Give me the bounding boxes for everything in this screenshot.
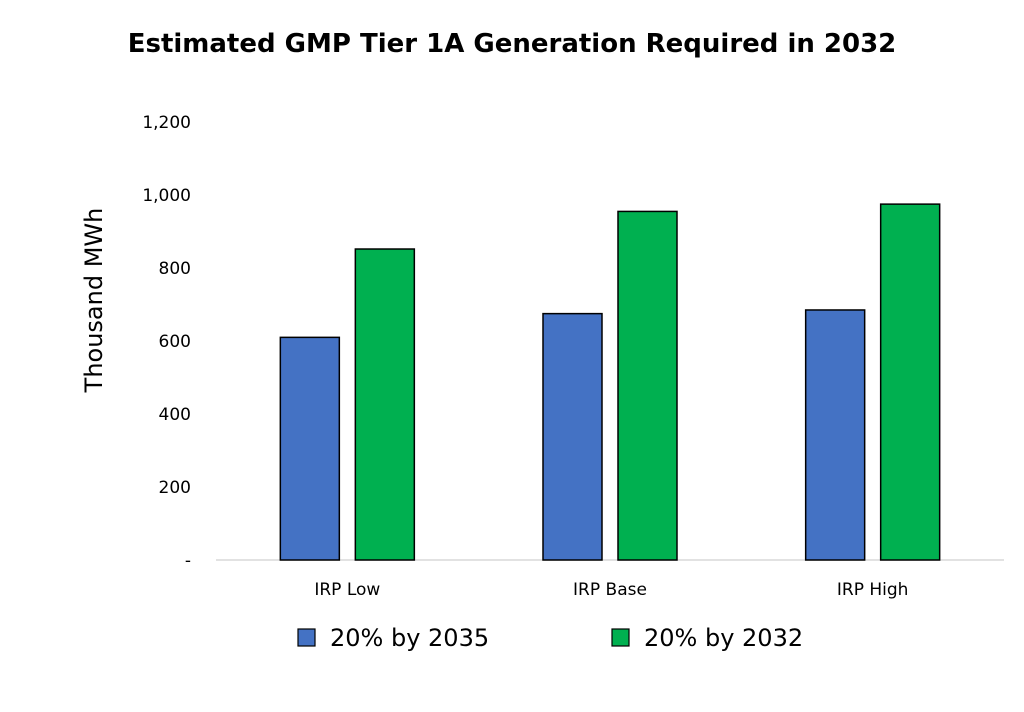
y-tick-label: 1,200 <box>142 113 191 133</box>
y-axis: - 200 400 600 800 1,000 1,200 <box>142 113 191 571</box>
bars <box>279 203 941 561</box>
bar-series-2-1 <box>617 210 678 561</box>
bar-series-2-2 <box>879 203 941 561</box>
bar-series-1-1 <box>542 312 603 561</box>
bar-series-1-2 <box>804 309 866 561</box>
y-axis-label: Thousand MWh <box>80 208 108 394</box>
legend-swatch <box>611 628 630 647</box>
bar-series-1-0 <box>279 336 341 561</box>
chart-title: Estimated GMP Tier 1A Generation Require… <box>128 29 897 59</box>
x-tick-label: IRP High <box>837 580 909 600</box>
legend-swatch <box>297 628 316 647</box>
legend: 20% by 2035 20% by 2032 <box>297 624 803 652</box>
y-tick-label: 200 <box>159 478 191 498</box>
legend-label: 20% by 2032 <box>644 624 803 652</box>
y-tick-label: 800 <box>159 259 191 279</box>
x-tick-label: IRP Base <box>573 580 647 600</box>
y-tick-label: 1,000 <box>142 186 191 206</box>
legend-label: 20% by 2035 <box>330 624 489 652</box>
y-tick-label: 400 <box>159 405 191 425</box>
y-tick-label: - <box>185 551 191 571</box>
bar-series-2-0 <box>354 248 416 561</box>
x-tick-label: IRP Low <box>314 580 380 600</box>
y-tick-label: 600 <box>159 332 191 352</box>
x-axis: IRP Low IRP Base IRP High <box>314 580 908 600</box>
